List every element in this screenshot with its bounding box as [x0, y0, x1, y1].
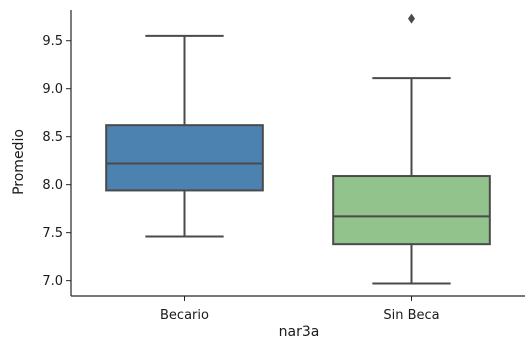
y-tick-label: 9.0 — [42, 82, 63, 97]
x-tick-label: Becario — [160, 308, 209, 323]
y-tick-label: 7.0 — [42, 274, 63, 289]
y-tick-label: 8.0 — [42, 178, 63, 193]
y-axis-label: Promedio — [11, 129, 27, 195]
box-sin-beca — [332, 13, 491, 285]
box-group — [105, 13, 491, 285]
iqr-box — [332, 175, 491, 246]
iqr-box — [105, 124, 264, 192]
x-axis-label: nar3a — [279, 324, 320, 340]
y-tick-label: 9.5 — [42, 34, 63, 49]
x-axis: Becario Sin Beca — [71, 295, 525, 323]
outlier-point — [408, 13, 415, 24]
y-tick-label: 8.5 — [42, 130, 63, 145]
x-tick-label: Sin Beca — [383, 308, 439, 323]
y-tick-label: 7.5 — [42, 226, 63, 241]
y-axis: 7.0 7.5 8.0 8.5 9.0 9.5 — [42, 10, 72, 296]
box-becario — [105, 34, 264, 238]
